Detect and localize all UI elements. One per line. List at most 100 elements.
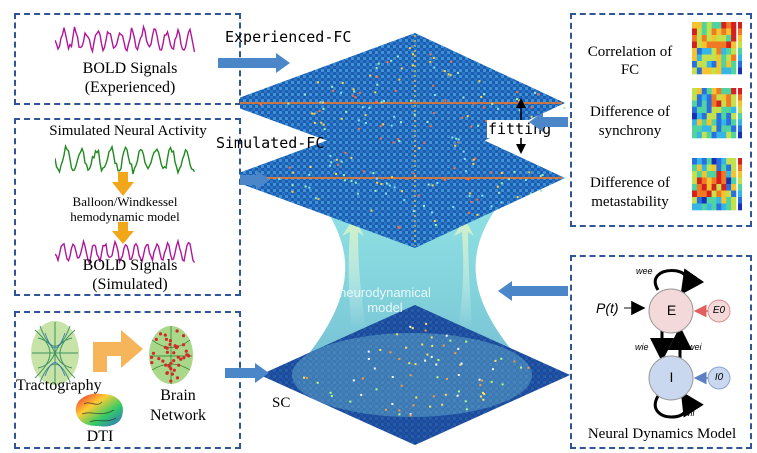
matrix-cell bbox=[444, 393, 447, 396]
structure-panel bbox=[14, 311, 241, 449]
matrix-cell bbox=[401, 190, 403, 193]
matrix-cell bbox=[350, 180, 353, 182]
matrix-cell bbox=[425, 322, 428, 325]
matrix-cell bbox=[389, 351, 392, 354]
matrix-cell bbox=[313, 112, 316, 115]
heatmap-cell bbox=[721, 94, 727, 101]
matrix-cell bbox=[479, 384, 482, 387]
brain-network-image bbox=[149, 326, 193, 384]
arrow-dynamics-to-model bbox=[498, 281, 568, 301]
heatmap-cell bbox=[721, 100, 727, 107]
matrix-cell bbox=[457, 71, 460, 74]
heatmap-cell bbox=[692, 203, 698, 211]
heatmap-cell bbox=[726, 94, 732, 101]
matrix-cell bbox=[322, 123, 325, 126]
heatmap-cell bbox=[696, 88, 703, 95]
matrix-cell bbox=[436, 376, 439, 379]
matrix-cell bbox=[436, 182, 439, 184]
heatmap-cell bbox=[726, 177, 732, 185]
matrix-cell bbox=[398, 409, 401, 412]
heatmap-colorbar-segment bbox=[738, 94, 742, 101]
heatmap-cell bbox=[726, 106, 732, 114]
heatmap-cell bbox=[711, 164, 717, 172]
heatmap-cell bbox=[692, 113, 698, 120]
heatmap-cell bbox=[696, 190, 703, 198]
heatmap-cell bbox=[716, 100, 722, 107]
heatmap-colorbar-segment bbox=[738, 113, 742, 120]
heatmap-cell bbox=[726, 113, 732, 120]
brain-network-label: Brain bbox=[160, 387, 196, 404]
matrix-cell bbox=[476, 213, 479, 216]
heatmap-cell bbox=[721, 67, 727, 75]
heatmap-cell bbox=[706, 22, 712, 29]
matrix-cell bbox=[411, 64, 414, 67]
matrix-cell bbox=[376, 75, 379, 78]
heatmap-cell bbox=[692, 197, 698, 204]
matrix-cell bbox=[433, 66, 436, 69]
heatmap-cell bbox=[696, 54, 703, 62]
e-i-circuit bbox=[624, 268, 731, 419]
matrix-cell bbox=[457, 141, 460, 144]
matrix-cell bbox=[374, 189, 377, 192]
matrix-cell bbox=[455, 137, 458, 140]
heatmap-cell bbox=[711, 54, 717, 62]
dti-image bbox=[75, 393, 124, 427]
heatmap-cell bbox=[731, 48, 737, 55]
network-node bbox=[177, 363, 181, 367]
heatmap-cell bbox=[701, 54, 707, 62]
matrix-cell bbox=[372, 172, 375, 174]
heatmap-cell bbox=[726, 54, 732, 62]
heatmap-cell bbox=[701, 61, 707, 68]
heatmap-colorbar-segment bbox=[738, 100, 742, 107]
heatmap-cell bbox=[696, 94, 703, 101]
heatmap-cell bbox=[711, 171, 717, 178]
heatmap-cell bbox=[701, 171, 707, 178]
heatmap-cell bbox=[716, 28, 722, 36]
heatmap-cell bbox=[696, 61, 703, 68]
matrix-cell bbox=[394, 89, 397, 92]
heatmap-cell bbox=[701, 22, 707, 29]
network-node bbox=[172, 359, 176, 363]
heatmap-colorbar-segment bbox=[738, 54, 742, 62]
heatmap-cell bbox=[701, 100, 707, 107]
heatmap-cell bbox=[692, 35, 698, 42]
heatmap-cell bbox=[721, 177, 727, 185]
heatmap-cell bbox=[696, 125, 703, 132]
matrix-cell bbox=[482, 106, 485, 109]
heatmap-cell bbox=[726, 22, 732, 29]
inhibitory-node bbox=[648, 355, 694, 401]
matrix-cell bbox=[539, 175, 542, 178]
matrix-cell bbox=[368, 106, 371, 109]
matrix-cell bbox=[534, 91, 537, 94]
heatmap-cell bbox=[692, 158, 698, 165]
heatmap-cell bbox=[701, 28, 707, 36]
matrix-cell bbox=[313, 121, 316, 124]
heatmap-cell bbox=[726, 35, 732, 42]
heatmap-cell bbox=[692, 125, 698, 132]
heatmap-cell bbox=[696, 131, 703, 139]
matrix-cell bbox=[530, 106, 533, 109]
heatmap-cell bbox=[706, 177, 712, 185]
tractography-to-network-arrow-icon bbox=[93, 330, 143, 372]
heatmap-cell bbox=[706, 113, 712, 120]
bold-arrow-down-icon bbox=[112, 222, 134, 244]
matrix-cell bbox=[400, 121, 402, 124]
heatmap-cell bbox=[731, 184, 737, 191]
heatmap-cell bbox=[706, 100, 712, 107]
matrix-cell bbox=[480, 95, 483, 98]
matrix-cell bbox=[418, 147, 421, 150]
matrix-cell bbox=[391, 376, 394, 378]
matrix-cell bbox=[364, 122, 367, 124]
matrix-cell bbox=[452, 206, 455, 208]
matrix-cell bbox=[352, 88, 355, 91]
heatmap-cell bbox=[711, 22, 717, 29]
heatmap-cell bbox=[721, 35, 727, 42]
heatmap-cell bbox=[696, 113, 703, 120]
matrix-cell bbox=[340, 160, 343, 163]
heatmap-cell bbox=[716, 88, 722, 95]
matrix-cell bbox=[465, 408, 468, 411]
heatmap-cell bbox=[701, 41, 707, 49]
network-node bbox=[167, 364, 171, 368]
matrix-cell bbox=[317, 197, 320, 200]
